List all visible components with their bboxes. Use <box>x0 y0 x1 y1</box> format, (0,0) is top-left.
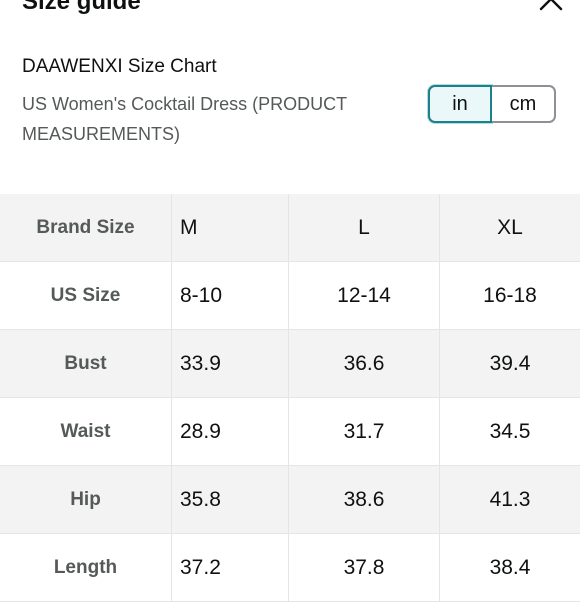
table-cell: 41.3 <box>440 466 580 534</box>
table-cell: 8-10 <box>172 262 289 330</box>
table-cell: 38.4 <box>440 534 580 602</box>
modal-title: Size guide <box>22 0 141 16</box>
size-chart-title: DAAWENXI Size Chart <box>22 55 217 79</box>
row-label: Bust <box>0 330 172 398</box>
table-cell: 34.5 <box>440 398 580 466</box>
unit-in-button[interactable]: in <box>428 85 492 123</box>
unit-toggle: in cm <box>428 85 556 123</box>
table-row: Hip 35.8 38.6 41.3 <box>0 466 580 534</box>
close-icon[interactable] <box>536 0 566 16</box>
table-row: Bust 33.9 36.6 39.4 <box>0 330 580 398</box>
size-chart-description: US Women's Cocktail Dress (PRODUCT MEASU… <box>22 89 402 149</box>
table-cell: 12-14 <box>289 262 440 330</box>
table-cell: 35.8 <box>172 466 289 534</box>
size-table: Brand Size M L XL US Size 8-10 12-14 16-… <box>0 194 580 602</box>
table-row: Length 37.2 37.8 38.4 <box>0 534 580 602</box>
table-header-cell: XL <box>440 194 580 262</box>
row-label: US Size <box>0 262 172 330</box>
table-cell: 39.4 <box>440 330 580 398</box>
unit-cm-button[interactable]: cm <box>492 85 556 123</box>
table-cell: 37.8 <box>289 534 440 602</box>
table-header-cell: L <box>289 194 440 262</box>
table-header-cell: M <box>172 194 289 262</box>
table-cell: 33.9 <box>172 330 289 398</box>
table-cell: 37.2 <box>172 534 289 602</box>
table-header-cell: Brand Size <box>0 194 172 262</box>
table-row: US Size 8-10 12-14 16-18 <box>0 262 580 330</box>
table-cell: 16-18 <box>440 262 580 330</box>
table-row: Waist 28.9 31.7 34.5 <box>0 398 580 466</box>
table-cell: 36.6 <box>289 330 440 398</box>
row-label: Hip <box>0 466 172 534</box>
table-cell: 38.6 <box>289 466 440 534</box>
table-header-row: Brand Size M L XL <box>0 194 580 262</box>
table-cell: 31.7 <box>289 398 440 466</box>
row-label: Length <box>0 534 172 602</box>
table-cell: 28.9 <box>172 398 289 466</box>
row-label: Waist <box>0 398 172 466</box>
